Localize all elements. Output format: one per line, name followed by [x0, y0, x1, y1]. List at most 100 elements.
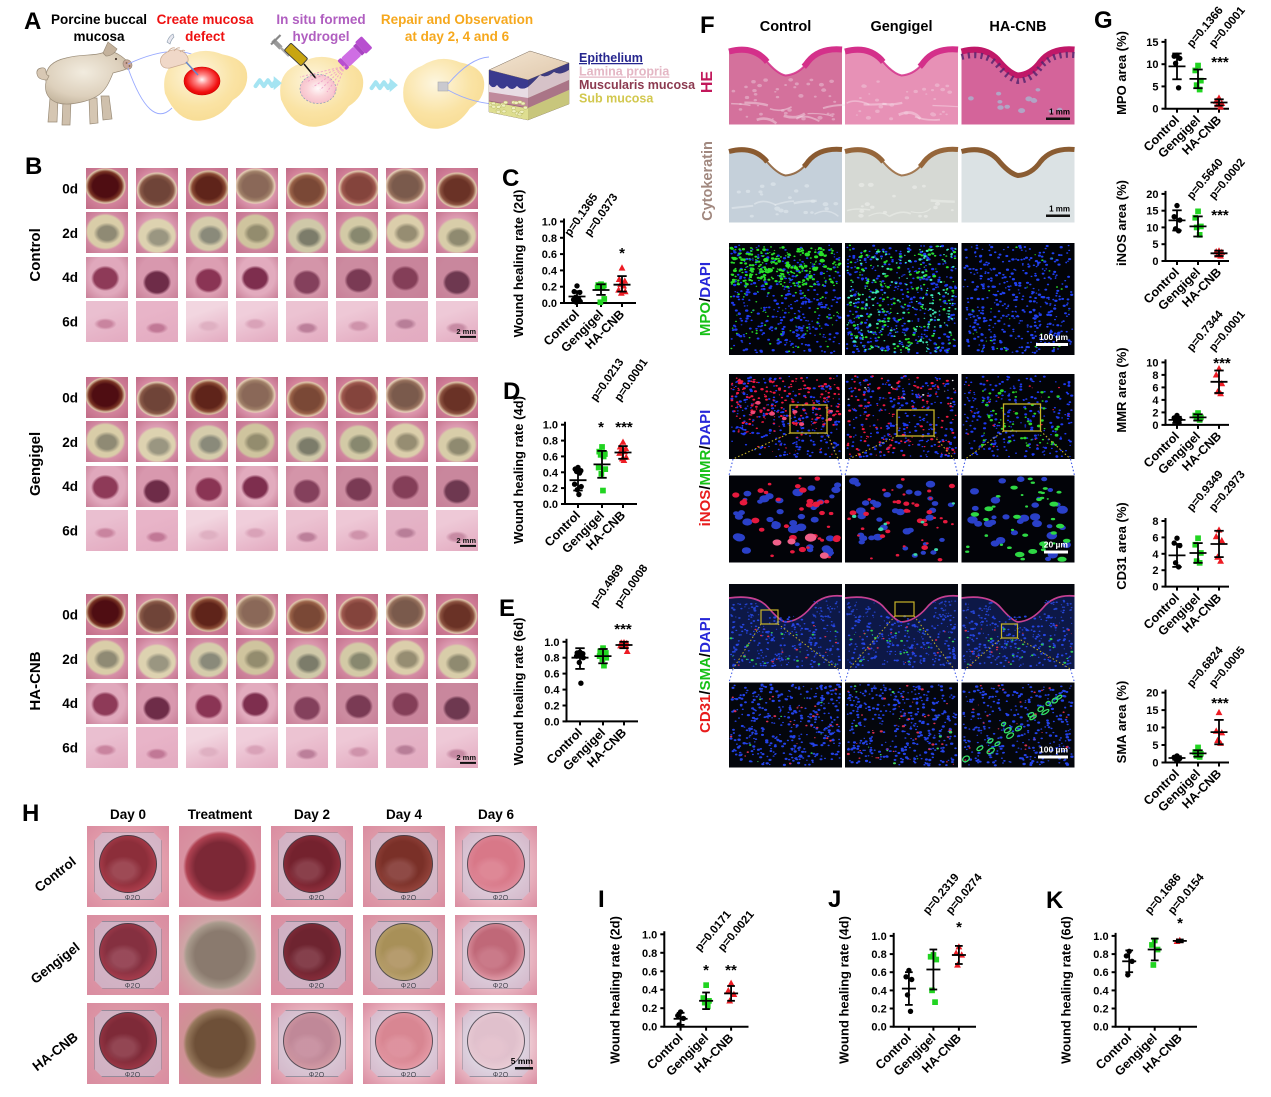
svg-text:C: C [502, 165, 519, 192]
svg-text:100 µm: 100 µm [1039, 332, 1068, 342]
svg-text:Day 6: Day 6 [478, 807, 515, 822]
svg-text:10: 10 [1146, 723, 1158, 735]
svg-text:0.4: 0.4 [642, 985, 658, 997]
svg-text:20: 20 [1146, 189, 1158, 201]
svg-text:Day 2: Day 2 [294, 807, 330, 822]
svg-text:Wound healing rate (6d): Wound healing rate (6d) [511, 618, 526, 766]
svg-text:1.0: 1.0 [544, 637, 559, 649]
svg-text:SMA area (%): SMA area (%) [1114, 681, 1129, 764]
svg-text:HE: HE [699, 71, 716, 94]
svg-text:5: 5 [1152, 740, 1158, 752]
svg-text:***: *** [1211, 695, 1229, 712]
svg-text:0: 0 [1152, 104, 1158, 116]
svg-text:0.0: 0.0 [544, 716, 559, 728]
svg-text:iNOS area (%): iNOS area (%) [1114, 180, 1129, 266]
svg-text:2d: 2d [62, 226, 78, 241]
svg-text:0.6: 0.6 [642, 966, 657, 978]
svg-text:0.8: 0.8 [1093, 949, 1108, 961]
svg-text:B: B [25, 153, 42, 180]
svg-text:**: ** [725, 962, 737, 979]
svg-text:0.2: 0.2 [544, 701, 559, 713]
svg-text:0.6: 0.6 [542, 249, 557, 261]
svg-text:I: I [598, 886, 605, 913]
svg-text:Gengigel: Gengigel [27, 432, 44, 496]
svg-text:*: * [956, 919, 962, 936]
svg-text:iNOS/MMR/DAPI: iNOS/MMR/DAPI [697, 410, 714, 527]
svg-text:Muscularis mucosa: Muscularis mucosa [579, 78, 696, 92]
svg-text:0.8: 0.8 [871, 949, 886, 961]
svg-text:0d: 0d [62, 182, 78, 197]
svg-text:***: *** [1211, 207, 1229, 224]
svg-text:0.6: 0.6 [544, 669, 559, 681]
svg-text:J: J [828, 886, 841, 913]
svg-text:MPO/DAPI: MPO/DAPI [697, 262, 714, 336]
svg-text:2d: 2d [62, 435, 78, 450]
svg-text:Day 0: Day 0 [110, 807, 146, 822]
svg-text:1.0: 1.0 [1093, 931, 1108, 943]
svg-text:F: F [700, 12, 715, 39]
svg-text:***: *** [1213, 355, 1231, 372]
svg-text:Create mucosa: Create mucosa [157, 12, 254, 27]
svg-text:A: A [24, 8, 41, 35]
svg-text:E: E [499, 595, 515, 622]
svg-text:0.4: 0.4 [543, 467, 559, 479]
svg-text:Wound healing rate (4d): Wound healing rate (4d) [837, 916, 852, 1064]
svg-text:2 mm: 2 mm [456, 536, 476, 545]
svg-text:D: D [503, 378, 520, 405]
svg-text:0.4: 0.4 [542, 265, 558, 277]
svg-text:0.0: 0.0 [1093, 1022, 1108, 1034]
svg-text:1 mm: 1 mm [1049, 108, 1070, 117]
svg-text:***: *** [614, 621, 632, 638]
svg-text:Cytokeratin: Cytokeratin [700, 141, 716, 221]
svg-text:0: 0 [1152, 582, 1158, 594]
svg-text:5: 5 [1152, 81, 1158, 93]
svg-text:4d: 4d [62, 696, 78, 711]
svg-text:1.0: 1.0 [642, 929, 657, 941]
svg-text:mucosa: mucosa [73, 29, 125, 44]
svg-text:0: 0 [1152, 420, 1158, 432]
svg-text:1.0: 1.0 [542, 217, 557, 229]
svg-text:0.2: 0.2 [642, 1003, 657, 1015]
svg-text:15: 15 [1146, 37, 1158, 49]
svg-text:20 µm: 20 µm [1044, 540, 1069, 550]
svg-text:*: * [703, 962, 709, 979]
svg-text:Day 4: Day 4 [386, 807, 423, 822]
svg-text:10: 10 [1146, 357, 1158, 369]
svg-text:1.0: 1.0 [871, 931, 886, 943]
svg-text:Control: Control [32, 854, 79, 895]
svg-text:10: 10 [1146, 59, 1158, 71]
svg-text:***: *** [615, 419, 633, 436]
svg-text:15: 15 [1146, 206, 1158, 218]
svg-text:6: 6 [1152, 382, 1158, 394]
svg-text:2 mm: 2 mm [456, 327, 476, 336]
svg-text:4d: 4d [62, 479, 78, 494]
svg-text:0.2: 0.2 [871, 1004, 886, 1016]
svg-text:0.2: 0.2 [1093, 1004, 1108, 1016]
svg-text:*: * [598, 419, 604, 436]
svg-text:0.8: 0.8 [542, 233, 557, 245]
svg-text:4: 4 [1152, 549, 1159, 561]
svg-text:2: 2 [1152, 565, 1158, 577]
svg-text:8: 8 [1152, 516, 1158, 528]
svg-text:5 mm: 5 mm [511, 1056, 534, 1066]
svg-text:***: *** [1211, 54, 1229, 71]
svg-text:G: G [1094, 7, 1113, 34]
svg-text:0.4: 0.4 [544, 685, 560, 697]
svg-text:*: * [1177, 915, 1183, 932]
svg-text:1.0: 1.0 [543, 420, 558, 432]
svg-text:at day 2, 4 and 6: at day 2, 4 and 6 [405, 29, 510, 44]
svg-text:0.4: 0.4 [871, 985, 887, 997]
svg-text:0.0: 0.0 [642, 1022, 657, 1034]
svg-text:0.2: 0.2 [542, 282, 557, 294]
svg-text:HA-CNB: HA-CNB [30, 1029, 81, 1074]
svg-text:2d: 2d [62, 652, 78, 667]
svg-text:6d: 6d [62, 314, 78, 329]
svg-text:hydrogel: hydrogel [292, 29, 349, 44]
svg-text:0: 0 [1152, 758, 1158, 770]
svg-text:0.8: 0.8 [543, 436, 558, 448]
svg-text:Lamina propria: Lamina propria [579, 65, 670, 79]
svg-text:0.4: 0.4 [1093, 985, 1109, 997]
svg-text:*: * [619, 245, 625, 262]
svg-text:5: 5 [1152, 239, 1158, 251]
svg-text:0.8: 0.8 [544, 653, 559, 665]
